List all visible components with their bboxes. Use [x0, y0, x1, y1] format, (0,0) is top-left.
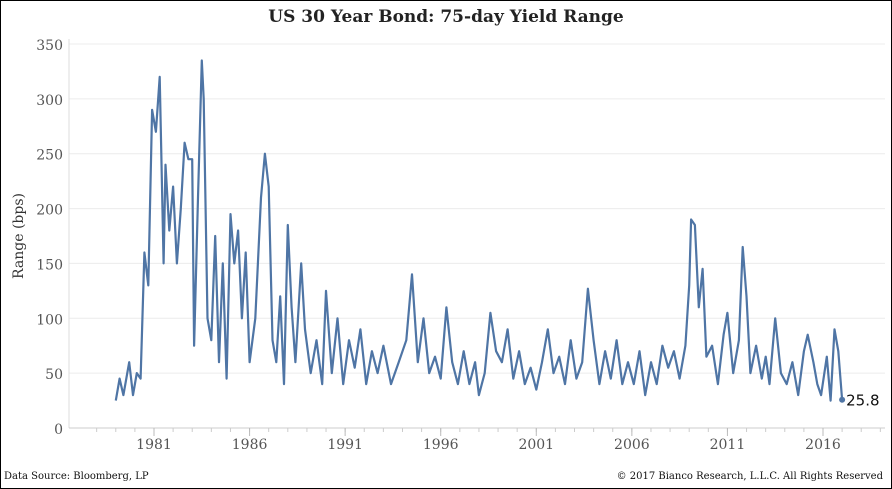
series-line — [114, 59, 844, 402]
x-tick-label: 2001 — [518, 437, 554, 453]
y-tick-label: 50 — [45, 367, 63, 383]
chart-title: US 30 Year Bond: 75-day Yield Range — [268, 7, 624, 27]
y-tick-label: 250 — [36, 148, 63, 164]
gridlines — [69, 43, 885, 374]
x-tick-label: 1991 — [327, 437, 363, 453]
y-tick-label: 200 — [36, 203, 63, 219]
x-tick-label: 2016 — [805, 437, 841, 453]
y-tick-label: 300 — [36, 93, 63, 109]
axes: 0 50 100 150 200 250 300 350 1981 1986 1991 1996 200… — [36, 38, 885, 453]
x-tick-label: 2011 — [710, 437, 746, 453]
x-tick-label: 2006 — [614, 437, 650, 453]
x-tick-label: 1986 — [232, 437, 268, 453]
last-value-point — [839, 396, 846, 403]
copyright: © 2017 Bianco Research, L.L.C. All Right… — [616, 471, 883, 482]
x-tick-label: 1996 — [423, 437, 459, 453]
y-tick-label: 350 — [36, 38, 63, 54]
last-value-label: 25.8 — [846, 392, 879, 410]
data-source: Data Source: Bloomberg, LP — [4, 471, 149, 482]
y-axis-label: Range (bps) — [11, 193, 27, 279]
y-tick-label: 150 — [36, 257, 63, 273]
x-tick-label: 1981 — [136, 437, 172, 453]
y-tick-label: 0 — [54, 422, 63, 438]
y-tick-label: 100 — [36, 312, 63, 328]
